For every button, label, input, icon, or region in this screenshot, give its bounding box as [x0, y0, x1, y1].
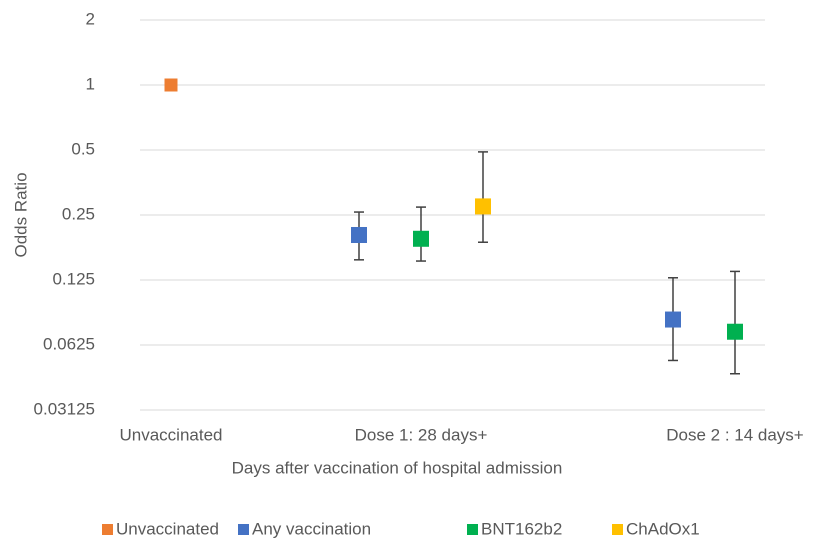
y-tick-label: 1 [86, 74, 95, 93]
marker [475, 198, 491, 215]
y-tick-label: 0.03125 [34, 399, 95, 418]
legend-swatch [238, 524, 249, 535]
marker [413, 230, 429, 247]
x-tick-label: Unvaccinated [119, 425, 222, 444]
y-tick-label: 0.125 [52, 269, 95, 288]
x-axis-title: Days after vaccination of hospital admis… [232, 458, 563, 477]
legend-swatch [102, 524, 113, 535]
legend-swatch [467, 524, 478, 535]
legend-swatch [612, 524, 623, 535]
legend-label: BNT162b2 [481, 519, 562, 538]
marker [727, 323, 743, 340]
y-tick-label: 0.5 [71, 139, 95, 158]
marker [164, 78, 178, 92]
y-tick-label: 2 [86, 9, 95, 28]
y-axis-title: Odds Ratio [11, 172, 30, 257]
legend-label: Unvaccinated [116, 519, 219, 538]
y-tick-label: 0.0625 [43, 334, 95, 353]
x-tick-label: Dose 2 : 14 days+ [666, 425, 804, 444]
x-tick-label: Dose 1: 28 days+ [355, 425, 488, 444]
marker [665, 311, 681, 328]
marker [351, 226, 367, 243]
legend-label: Any vaccination [252, 519, 371, 538]
legend-label: ChAdOx1 [626, 519, 700, 538]
y-tick-label: 0.25 [62, 204, 95, 223]
